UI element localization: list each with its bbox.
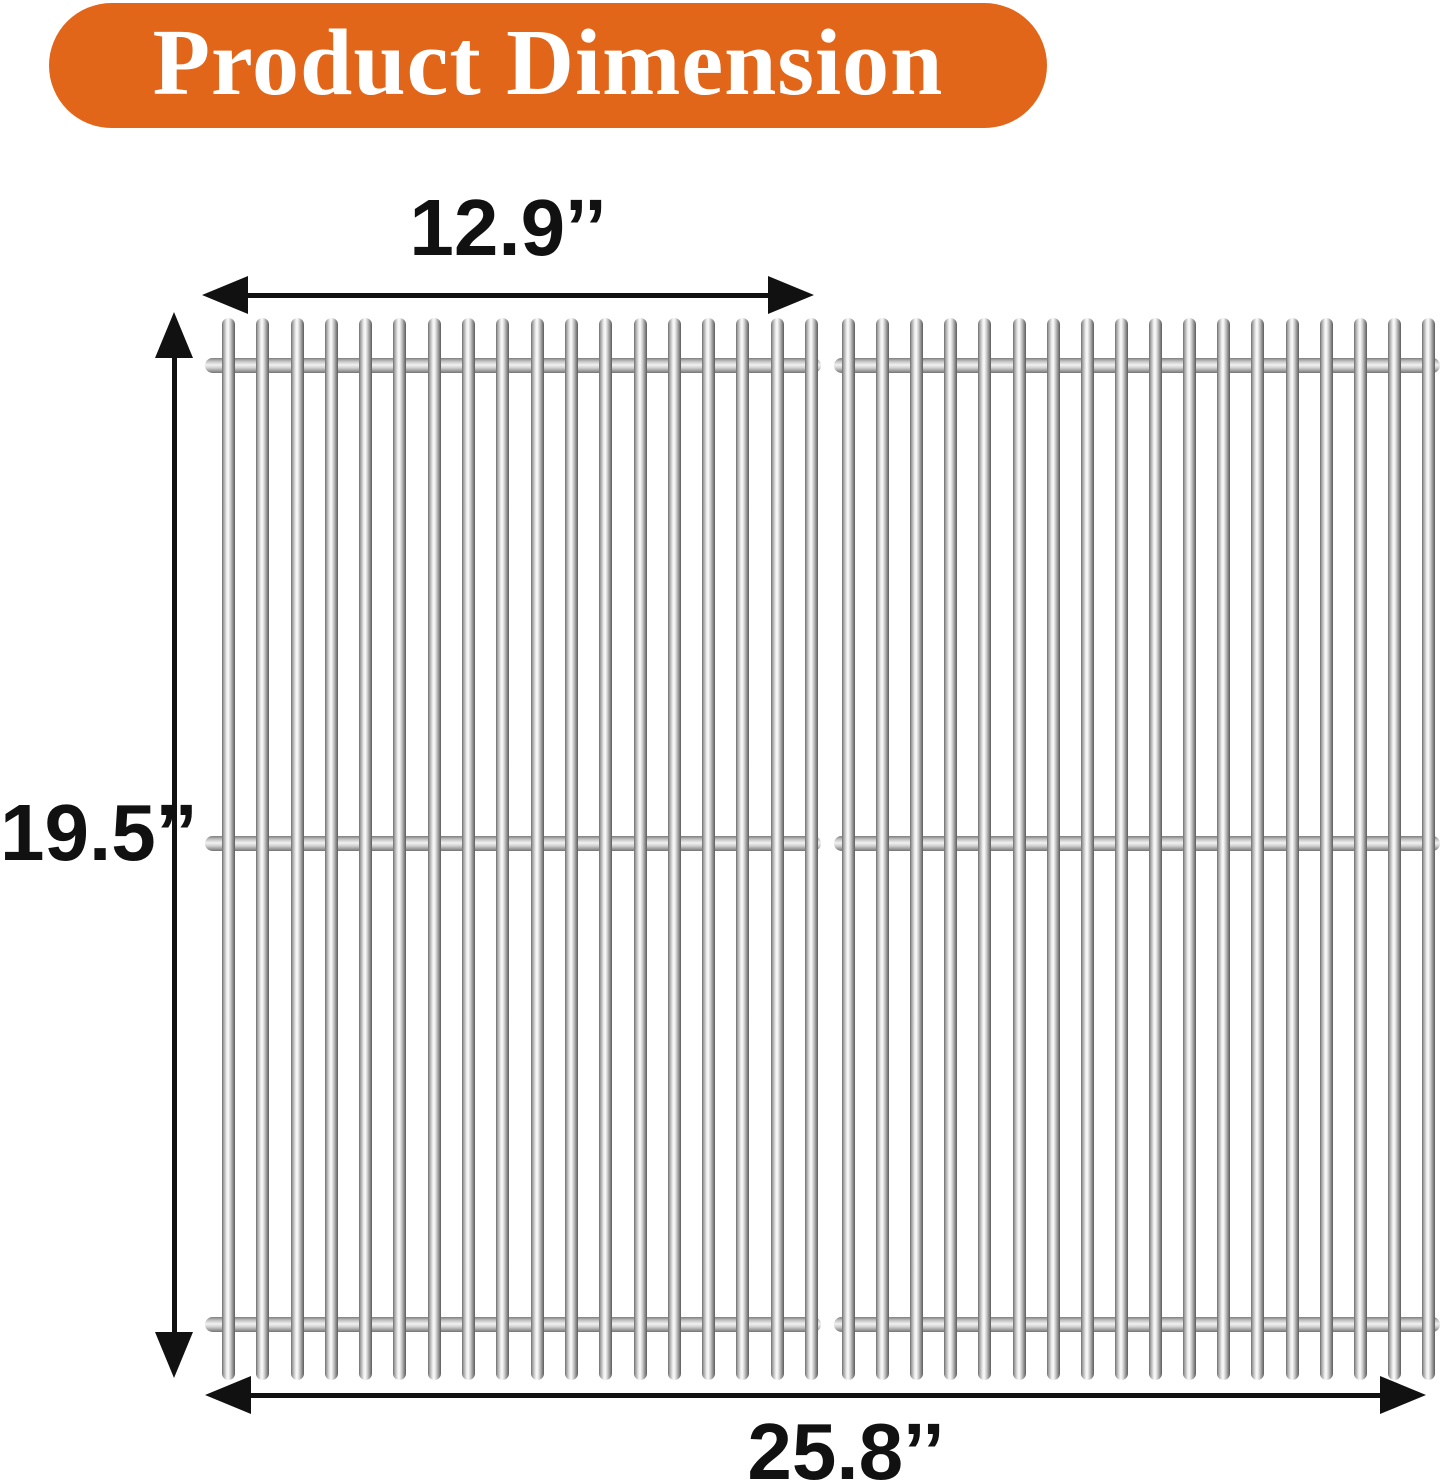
single-grate-width-label: 12.9’’	[409, 183, 607, 272]
grate-rod	[702, 318, 716, 1380]
banner-title: Product Dimension	[152, 10, 944, 115]
grate-rod	[1422, 318, 1435, 1380]
grate-rod	[1285, 318, 1299, 1380]
grate-support-bar	[205, 358, 821, 373]
grate-height-label: 19.5’’	[0, 788, 198, 877]
single-grate-width-arrow	[202, 276, 814, 314]
arrowhead-left-icon	[205, 1376, 251, 1414]
grate-rod	[1319, 318, 1333, 1380]
grate-rod	[290, 318, 304, 1380]
grate-rod	[599, 318, 613, 1380]
grate-rod	[427, 318, 441, 1380]
grate-rod	[1387, 318, 1401, 1380]
grate-rod	[876, 318, 890, 1380]
grate-rod	[805, 318, 818, 1380]
grate-rod	[1251, 318, 1265, 1380]
grate-rod	[1012, 318, 1026, 1380]
grate-rod	[667, 318, 681, 1380]
grate-rod	[978, 318, 992, 1380]
grate-rod	[462, 318, 476, 1380]
arrowhead-right-icon	[768, 276, 814, 314]
grate-rod	[359, 318, 373, 1380]
grate-rod	[736, 318, 750, 1380]
grate-rod	[496, 318, 510, 1380]
grate-rod	[1080, 318, 1094, 1380]
grate-rod	[222, 318, 235, 1380]
grate-rod	[1353, 318, 1367, 1380]
grate-rod	[564, 318, 578, 1380]
grate-support-bar	[834, 1317, 1440, 1332]
grate-height-arrow	[155, 312, 193, 1378]
grate-rod	[1046, 318, 1060, 1380]
grate-support-bar	[205, 1317, 821, 1332]
grate-rod	[1183, 318, 1197, 1380]
grate-rod	[633, 318, 647, 1380]
arrowhead-down-icon	[155, 1332, 193, 1378]
grate-rod	[944, 318, 958, 1380]
grate-rod	[324, 318, 338, 1380]
grate-rod	[842, 318, 855, 1380]
grate-support-bar	[205, 836, 821, 851]
arrowhead-up-icon	[155, 312, 193, 358]
grate-rod	[910, 318, 924, 1380]
grate-rod	[1149, 318, 1163, 1380]
total-width-arrow	[205, 1376, 1426, 1414]
grate-rod	[256, 318, 270, 1380]
arrowhead-left-icon	[202, 276, 248, 314]
grate-support-bar	[834, 836, 1440, 851]
product-dimension-banner: Product Dimension	[49, 3, 1047, 128]
grate-support-bar	[834, 358, 1440, 373]
arrowhead-right-icon	[1380, 1376, 1426, 1414]
grate-rod	[530, 318, 544, 1380]
grate-rod	[770, 318, 784, 1380]
grate-rod	[393, 318, 407, 1380]
total-width-label: 25.8’’	[747, 1407, 945, 1483]
grate-rod	[1217, 318, 1231, 1380]
grate-rod	[1114, 318, 1128, 1380]
